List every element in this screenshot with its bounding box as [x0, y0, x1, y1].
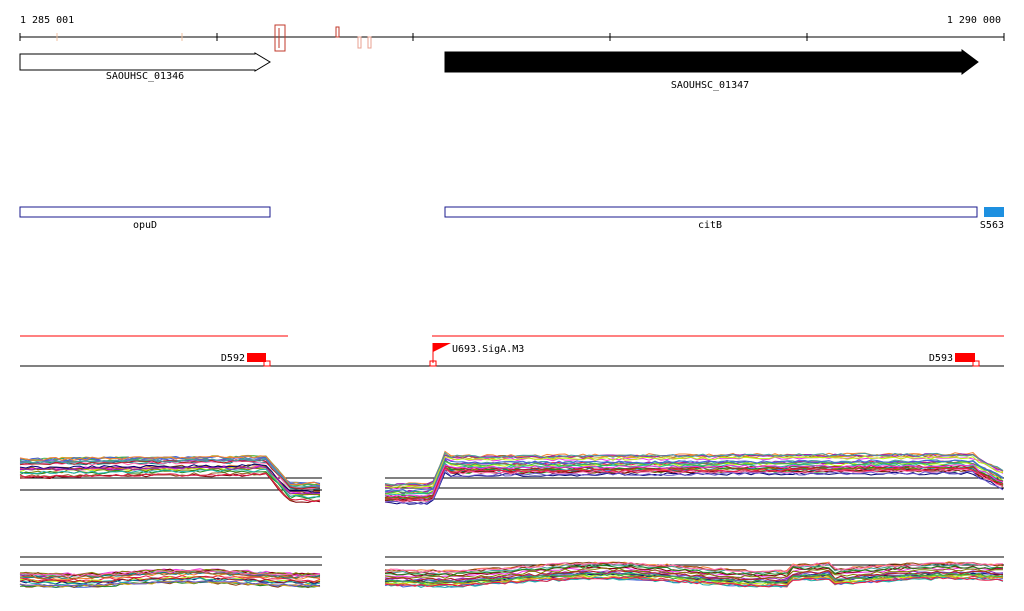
- expression-panel: [384, 450, 1004, 505]
- sequence-mark: [357, 36, 362, 49]
- terminator-d593[interactable]: [955, 353, 975, 362]
- expression-curve: [384, 561, 1004, 574]
- expression-curve: [384, 576, 1004, 588]
- terminator-site: [972, 360, 980, 367]
- expression-curve: [384, 567, 1004, 580]
- expression-curve: [384, 570, 1004, 582]
- expression-curve: [19, 580, 321, 588]
- expression-track-lower: [19, 556, 1004, 589]
- expression-curve: [19, 568, 321, 576]
- regulatory-track: D592 U693.SigA.M3 D593: [20, 335, 1004, 367]
- expression-curve: [384, 459, 1004, 494]
- sequence-marks: [56, 24, 372, 52]
- feature-s563[interactable]: [984, 207, 1004, 217]
- terminator-site: [263, 360, 271, 367]
- expression-curve: [384, 467, 1004, 502]
- feature-opud[interactable]: [19, 206, 271, 218]
- gene-label: SAOUHSC_01346: [106, 71, 184, 82]
- expression-curve: [19, 575, 321, 584]
- expression-curve: [19, 571, 321, 580]
- feature-track: opuD citB S563: [19, 206, 1004, 231]
- expression-curve: [384, 457, 1004, 493]
- expression-curve: [19, 569, 321, 578]
- gene-label: SAOUHSC_01347: [671, 80, 749, 91]
- sequence-mark: [274, 24, 286, 52]
- sequence-mark: [335, 26, 340, 38]
- feature-citb[interactable]: [444, 206, 978, 218]
- expression-curve: [19, 455, 321, 486]
- expression-track-upper: [19, 450, 1004, 505]
- expression-curve: [384, 565, 1004, 577]
- gene-arrow-saouhsc-01346[interactable]: [19, 52, 271, 72]
- ruler-end-label: 1 290 000: [947, 15, 1001, 26]
- expression-curve: [19, 577, 321, 586]
- expression-curve: [384, 463, 1004, 498]
- terminator-label: D592: [221, 353, 245, 364]
- terminator-label: D593: [929, 353, 953, 364]
- expression-curve: [19, 458, 321, 488]
- gene-arrow-saouhsc-01347[interactable]: [444, 49, 979, 75]
- feature-label: S563: [980, 220, 1004, 231]
- expression-curve: [384, 469, 1004, 505]
- promoter-label: U693.SigA.M3: [452, 344, 524, 355]
- promoter-site: [429, 360, 437, 367]
- expression-curve: [384, 572, 1004, 585]
- expression-panel: [19, 556, 322, 589]
- feature-label: citB: [698, 220, 722, 231]
- expression-panel: [19, 454, 322, 504]
- expression-curve: [384, 467, 1004, 503]
- expression-curve: [19, 472, 321, 503]
- ruler-ticks: [19, 33, 1005, 41]
- expression-curve: [385, 564, 1004, 577]
- expression-curve: [19, 568, 321, 577]
- gene-track: SAOUHSC_01346 SAOUHSC_01347: [19, 49, 979, 91]
- expression-curve: [19, 575, 321, 584]
- feature-label: opuD: [133, 220, 157, 231]
- terminator-d592[interactable]: [247, 353, 266, 362]
- sequence-mark: [367, 36, 372, 49]
- expression-curve: [19, 468, 320, 499]
- coordinate-ruler: 1 285 001 1 290 000: [19, 15, 1005, 52]
- expression-curve: [19, 466, 321, 495]
- expression-curve: [384, 455, 1004, 488]
- expression-curve: [384, 451, 1004, 487]
- expression-panel: [384, 556, 1004, 589]
- promoter-flag[interactable]: [433, 343, 451, 352]
- ruler-start-label: 1 285 001: [20, 15, 74, 26]
- expression-curve: [384, 460, 1004, 495]
